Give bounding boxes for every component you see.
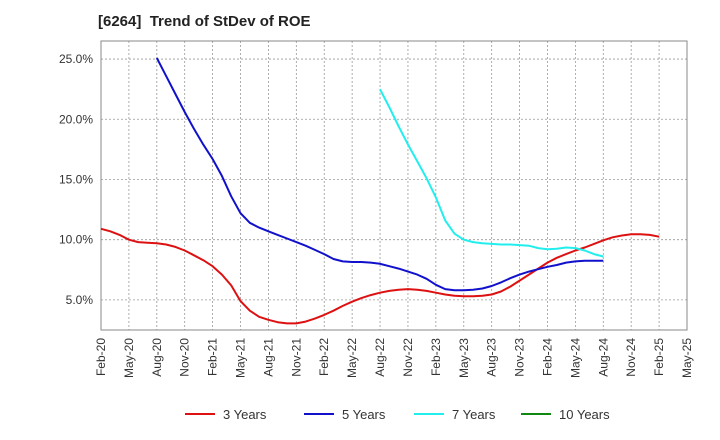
- series-line: [155, 57, 604, 292]
- x-tick-label: May-23: [457, 338, 471, 378]
- x-tick-label: Feb-23: [429, 338, 443, 376]
- x-tick-label: Feb-22: [317, 338, 331, 376]
- x-tick-label: Aug-22: [373, 338, 387, 377]
- y-tick-label: 25.0%: [59, 52, 93, 66]
- legend-label: 5 Years: [342, 407, 386, 422]
- plot-frame: [100, 40, 688, 331]
- x-tick-label: Aug-23: [485, 338, 499, 377]
- x-tick-label: Feb-24: [540, 338, 554, 376]
- x-tick-label: Nov-23: [513, 338, 527, 377]
- legend-label: 7 Years: [452, 407, 496, 422]
- x-tick-label: May-24: [568, 338, 582, 378]
- y-tick-label: 5.0%: [66, 293, 94, 307]
- legend: 3 Years 5 Years 7 Years 10 Years: [185, 407, 610, 422]
- x-tick-label: Aug-21: [261, 338, 275, 377]
- x-tick-label: May-22: [345, 338, 359, 378]
- x-tick-label: Nov-22: [401, 338, 415, 377]
- x-tick-label: May-25: [680, 338, 694, 378]
- legend-label: 3 Years: [223, 407, 267, 422]
- series-line: [100, 227, 660, 325]
- x-tick-label: Nov-20: [178, 338, 192, 377]
- x-tick-label: Nov-24: [624, 338, 638, 377]
- x-tick-labels: Feb-20 May-20 Aug-20 Nov-20 Feb-21 May-21 Aug-…: [94, 338, 694, 378]
- series-line: [379, 88, 604, 258]
- y-tick-labels: 5.0% 10.0% 15.0% 20.0% 25.0%: [59, 52, 93, 307]
- grid-lines: [100, 41, 688, 330]
- x-tick-label: Aug-20: [150, 338, 164, 377]
- legend-label: 10 Years: [559, 407, 610, 422]
- chart-title: [6264] Trend of StDev of ROE: [98, 13, 311, 30]
- y-tick-label: 10.0%: [59, 233, 93, 247]
- series-lines: [100, 57, 660, 325]
- y-tick-label: 15.0%: [59, 172, 93, 186]
- x-tick-label: Nov-21: [289, 338, 303, 377]
- x-tick-label: May-20: [122, 338, 136, 378]
- axes: [100, 40, 688, 331]
- x-tick-label: Feb-20: [94, 338, 108, 376]
- x-tick-label: Aug-24: [596, 338, 610, 377]
- x-tick-label: May-21: [234, 338, 248, 378]
- x-tick-label: Feb-21: [206, 338, 220, 376]
- x-tick-label: Feb-25: [652, 338, 666, 376]
- y-tick-label: 20.0%: [59, 112, 93, 126]
